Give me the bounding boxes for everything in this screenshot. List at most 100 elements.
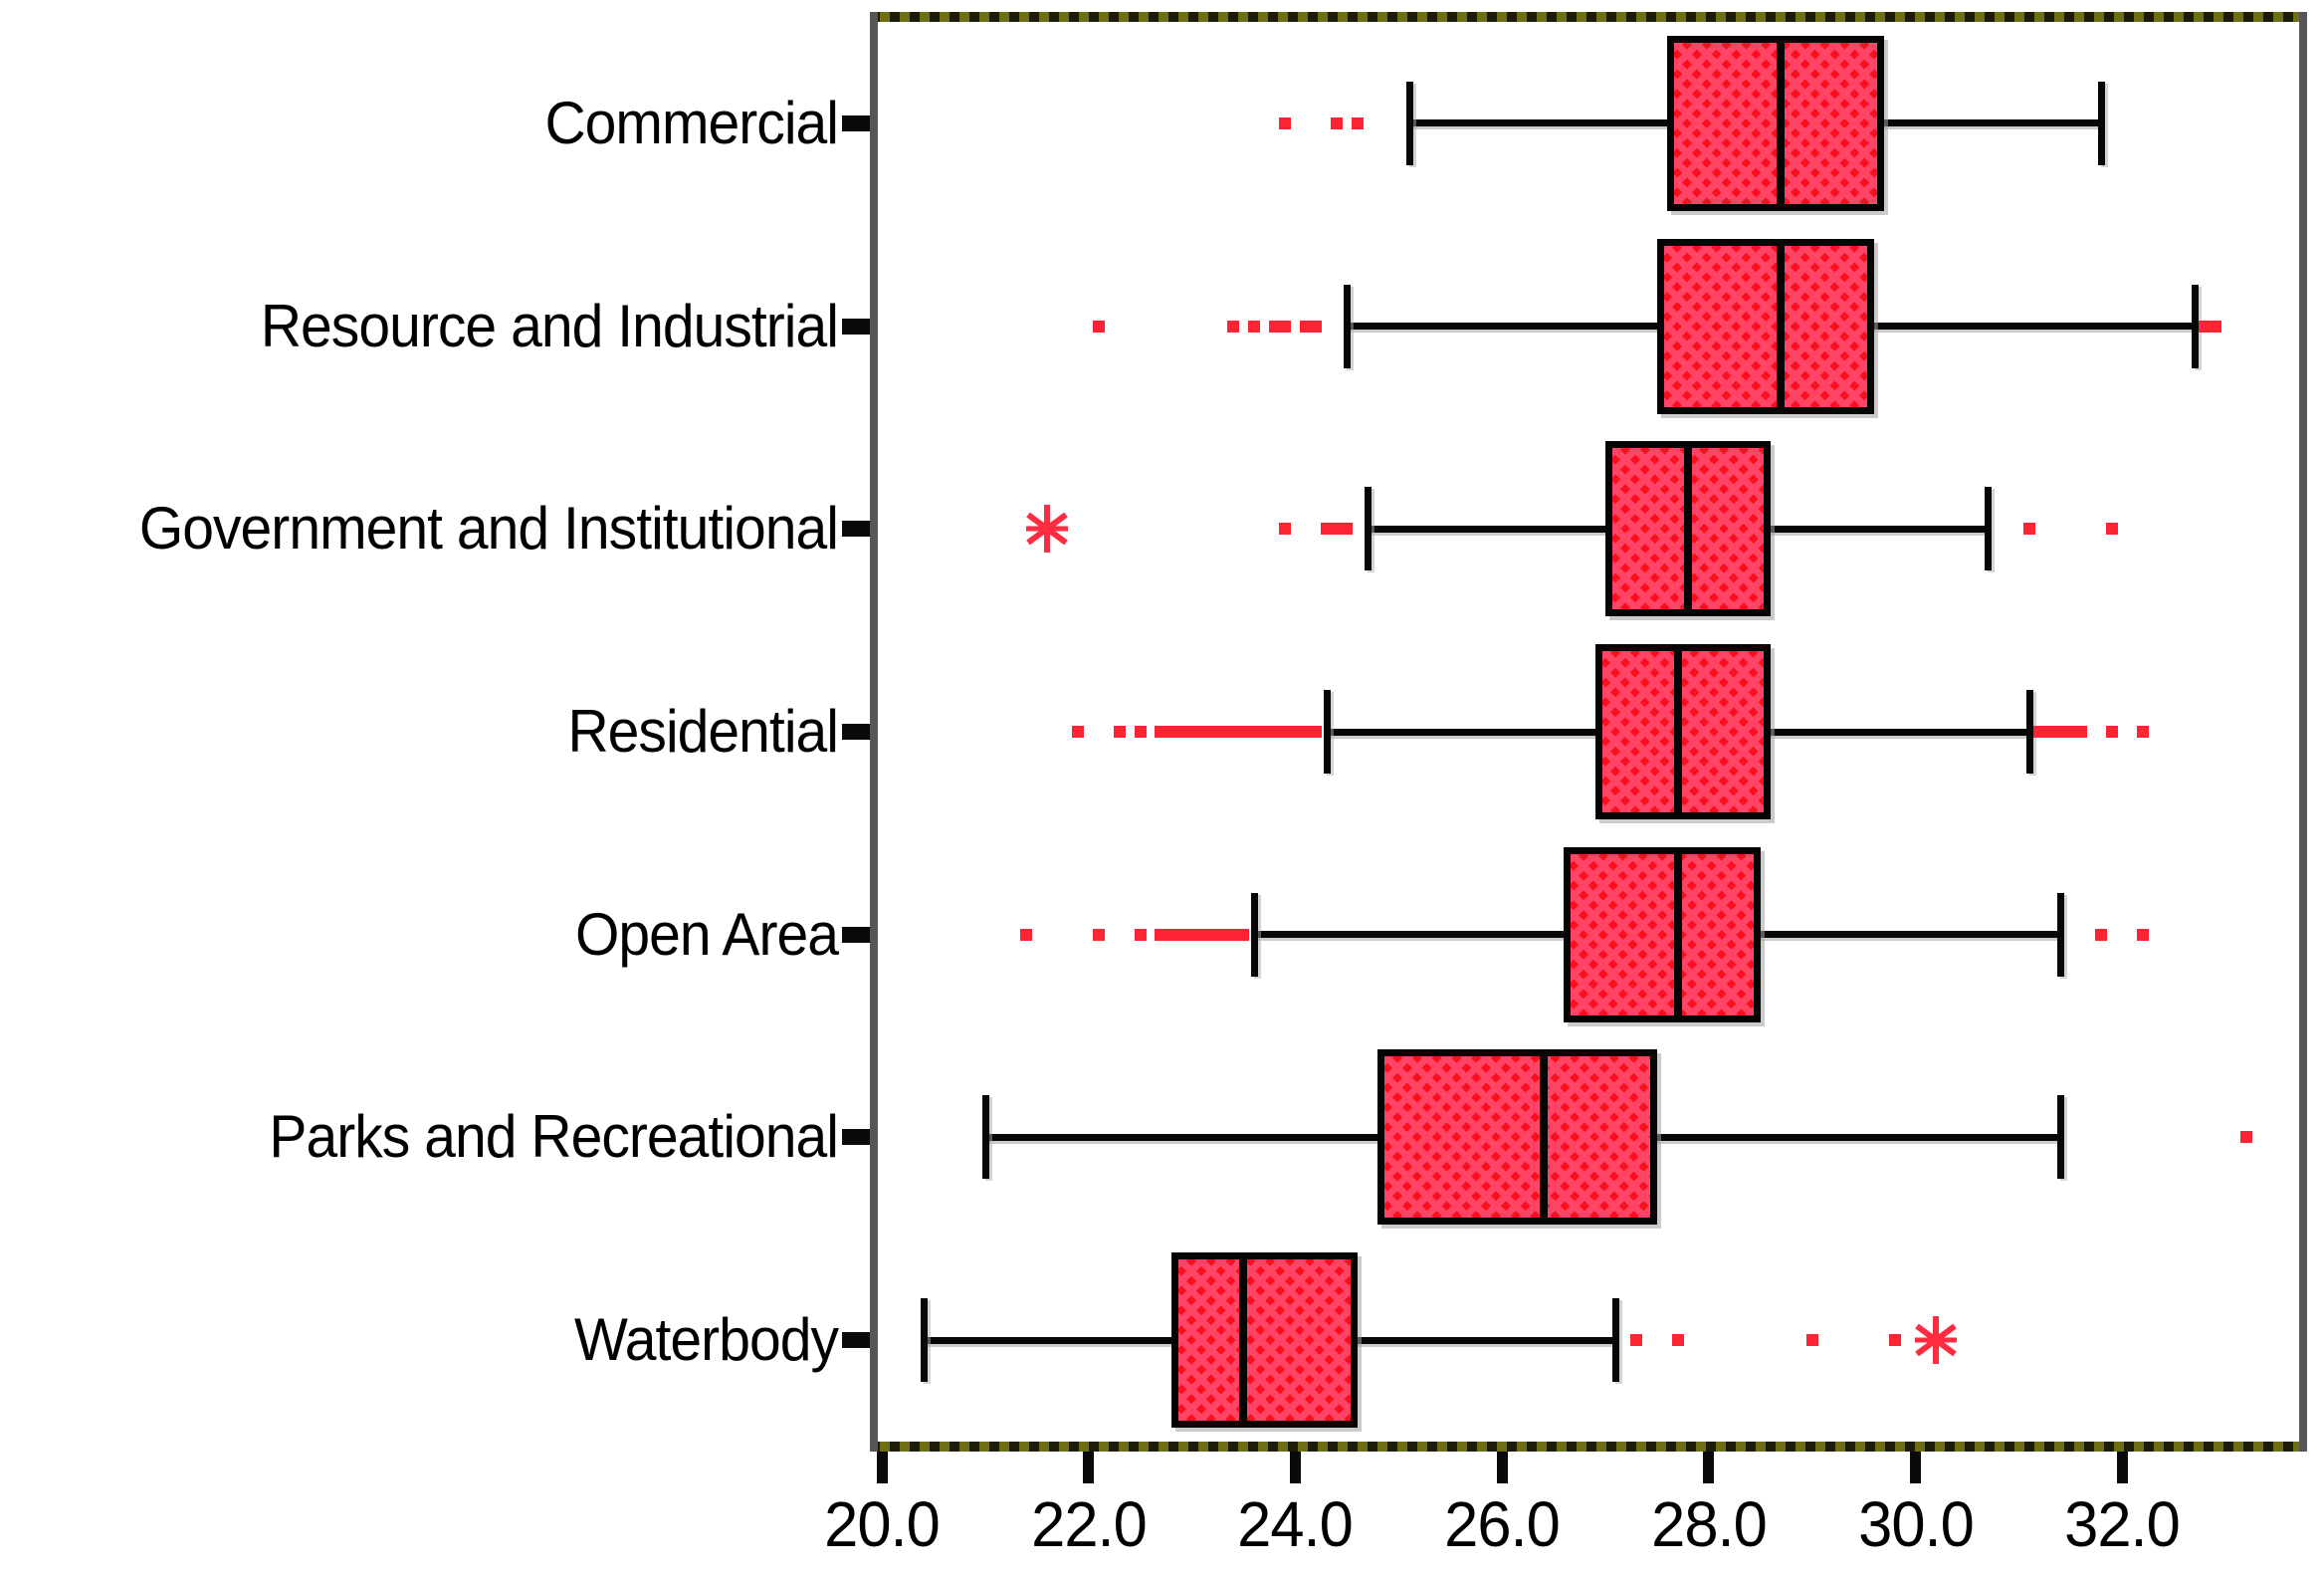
x-tick (1289, 1452, 1301, 1483)
outlier-dot (1279, 523, 1291, 536)
plot-frame-bottom-border (870, 1442, 2307, 1452)
extreme-asterisk (1021, 503, 1073, 555)
plot-frame-left-border (870, 12, 878, 1452)
outlier-dot (1805, 1334, 1818, 1347)
outlier-dot (1351, 116, 1364, 129)
whisker-line (1767, 525, 1989, 533)
outlier-dot (1093, 928, 1106, 941)
whisker-cap (920, 1298, 928, 1383)
outlier-dot (2105, 523, 2118, 536)
outlier-dot (1072, 726, 1085, 738)
whisker-cap (2056, 1095, 2064, 1180)
outlier-dot (2095, 928, 2108, 941)
whisker-line (1652, 1133, 2060, 1141)
outlier-dot (2105, 726, 2118, 738)
box (1377, 1049, 1657, 1226)
whisker-line (1767, 728, 2029, 736)
outlier-dot (1279, 116, 1291, 129)
outlier-dot (2043, 726, 2056, 738)
outlier-dot (1289, 726, 1302, 738)
category-tick (842, 724, 870, 740)
whisker-line (1408, 119, 1672, 127)
whisker-line (1326, 728, 1599, 736)
category-label: Residential (567, 698, 839, 765)
box (1564, 846, 1761, 1022)
whisker-cap (2098, 81, 2106, 165)
outlier-dot (1175, 726, 1188, 738)
whisker-cap (2056, 892, 2064, 977)
outlier-dot (1268, 320, 1281, 333)
outlier-dot (1247, 320, 1260, 333)
whisker-cap (1365, 487, 1373, 571)
outlier-dot (2136, 726, 2149, 738)
outlier-dot (1164, 928, 1177, 941)
outlier-dot (1268, 726, 1281, 738)
category-tick (842, 521, 870, 538)
outlier-dot (1134, 726, 1147, 738)
x-tick (1910, 1452, 1921, 1483)
outlier-dot (1134, 928, 1147, 941)
whisker-line (1869, 323, 2195, 331)
x-tick (1703, 1452, 1715, 1483)
category-label: Government and Institutional (138, 495, 839, 562)
outlier-dot (1247, 726, 1260, 738)
outlier-dot (1195, 726, 1208, 738)
whisker-cap (1405, 81, 1413, 165)
outlier-dot (1310, 726, 1323, 738)
outlier-dot (2022, 523, 2035, 536)
outlier-dot (1155, 928, 1167, 941)
whisker-cap (1344, 284, 1352, 368)
outlier-dot (1227, 928, 1240, 941)
outlier-dot (1155, 726, 1167, 738)
outlier-dot (1310, 320, 1323, 333)
whisker-line (1756, 931, 2060, 939)
plot-frame-right-border (2299, 12, 2307, 1452)
plot-frame-top-border (870, 12, 2307, 22)
outlier-dot (2209, 320, 2221, 333)
whisker-line (1353, 1336, 1616, 1344)
outlier-dot (1279, 320, 1291, 333)
outlier-dot (2033, 726, 2046, 738)
whisker-line (1368, 525, 1609, 533)
x-tick-label: 28.0 (1650, 1488, 1768, 1560)
outlier-dot (1093, 320, 1106, 333)
median-line (1777, 242, 1786, 410)
whisker-line (1880, 119, 2102, 127)
outlier-dot (1258, 726, 1271, 738)
x-tick-label: 30.0 (1857, 1488, 1975, 1560)
whisker-cap (1612, 1298, 1620, 1383)
outlier-dot (2199, 320, 2212, 333)
whisker-cap (981, 1095, 989, 1180)
category-tick (842, 114, 870, 131)
whisker-line (984, 1133, 1382, 1141)
median-line (1673, 850, 1682, 1018)
outlier-dot (1175, 928, 1188, 941)
category-tick (842, 1332, 870, 1349)
category-tick (842, 926, 870, 943)
median-line (1777, 39, 1786, 207)
x-tick (1083, 1452, 1095, 1483)
box (1594, 644, 1772, 819)
outlier-dot (1279, 726, 1291, 738)
outlier-dot (1195, 928, 1208, 941)
outlier-dot (1671, 1334, 1684, 1347)
x-tick-label: 24.0 (1237, 1488, 1355, 1560)
category-label: Commercial (544, 89, 838, 156)
category-label: Waterbody (574, 1306, 839, 1374)
whisker-line (923, 1336, 1175, 1344)
outlier-dot (1330, 523, 1343, 536)
x-tick (2116, 1452, 2128, 1483)
whisker-cap (1250, 892, 1258, 977)
outlier-dot (1330, 116, 1343, 129)
outlier-dot (1206, 928, 1219, 941)
outlier-dot (2064, 726, 2077, 738)
median-line (1673, 648, 1682, 815)
whisker-cap (1323, 690, 1331, 774)
outlier-dot (1320, 523, 1333, 536)
extreme-asterisk (1910, 1314, 1962, 1366)
x-tick (1496, 1452, 1508, 1483)
outlier-dot (1888, 1334, 1901, 1347)
whisker-cap (1985, 487, 1993, 571)
outlier-dot (1299, 320, 1312, 333)
